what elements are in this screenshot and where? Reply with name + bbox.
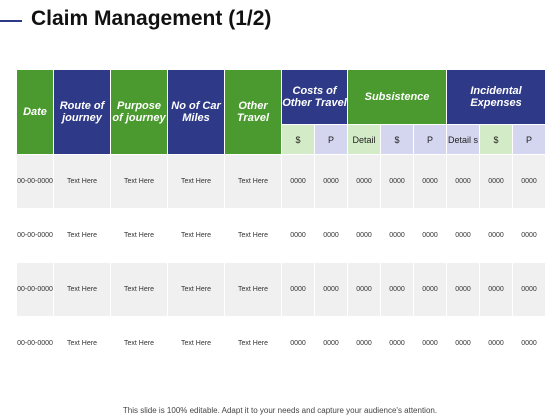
value-cell: 0000 — [479, 262, 514, 317]
title-accent-line — [0, 20, 22, 22]
subheader-p: P — [512, 124, 547, 155]
value-cell: 0000 — [479, 154, 514, 209]
header-costs-other-travel: Costs of Other Travel — [280, 69, 349, 125]
header-car-miles: No of Car Miles — [167, 69, 225, 155]
subheader-details: Detail s — [446, 124, 481, 155]
value-cell: 0000 — [413, 208, 448, 263]
value-cell: 0000 — [446, 208, 481, 263]
other-travel-cell: Text Here — [224, 208, 282, 263]
other-travel-cell: Text Here — [224, 262, 282, 317]
purpose-cell: Text Here — [110, 262, 168, 317]
date-cell: 00-00-0000 — [16, 262, 54, 317]
date-cell: 00-00-0000 — [16, 154, 54, 209]
value-cell: 0000 — [512, 316, 547, 371]
value-cell: 0000 — [413, 316, 448, 371]
value-cell: 0000 — [347, 154, 382, 209]
value-cell: 0000 — [313, 154, 349, 209]
value-cell: 0000 — [380, 154, 415, 209]
header-other-travel: Other Travel — [224, 69, 282, 155]
route-cell: Text Here — [53, 316, 111, 371]
table-row: 00-00-0000 Text Here Text Here Text Here… — [16, 154, 547, 209]
route-cell: Text Here — [53, 208, 111, 263]
miles-cell: Text Here — [167, 316, 225, 371]
header-purpose: Purpose of journey — [110, 69, 168, 155]
purpose-cell: Text Here — [110, 208, 168, 263]
miles-cell: Text Here — [167, 262, 225, 317]
value-cell: 0000 — [313, 208, 349, 263]
value-cell: 0000 — [313, 316, 349, 371]
value-cell: 0000 — [512, 262, 547, 317]
claims-table: Date Route of journey Purpose of journey… — [16, 69, 547, 371]
value-cell: 0000 — [281, 154, 315, 209]
page-title: Claim Management (1/2) — [31, 7, 272, 30]
value-cell: 0000 — [380, 316, 415, 371]
purpose-cell: Text Here — [110, 154, 168, 209]
date-cell: 00-00-0000 — [16, 208, 54, 263]
subheader-detail: Detail — [347, 124, 382, 155]
other-travel-cell: Text Here — [224, 154, 282, 209]
value-cell: 0000 — [512, 208, 547, 263]
value-cell: 0000 — [512, 154, 547, 209]
subheader-dollar: $ — [479, 124, 514, 155]
table-row: 00-00-0000 Text Here Text Here Text Here… — [16, 316, 547, 371]
value-cell: 0000 — [281, 208, 315, 263]
footer-note: This slide is 100% editable. Adapt it to… — [122, 406, 438, 415]
value-cell: 0000 — [281, 316, 315, 371]
value-cell: 0000 — [347, 316, 382, 371]
value-cell: 0000 — [380, 262, 415, 317]
miles-cell: Text Here — [167, 208, 225, 263]
value-cell: 0000 — [413, 262, 448, 317]
value-cell: 0000 — [446, 262, 481, 317]
subheader-p: P — [413, 124, 448, 155]
subheader-dollar: $ — [281, 124, 315, 155]
subheader-p: P — [313, 124, 349, 155]
header-date: Date — [16, 69, 54, 155]
value-cell: 0000 — [347, 262, 382, 317]
value-cell: 0000 — [479, 316, 514, 371]
date-cell: 00-00-0000 — [16, 316, 54, 371]
value-cell: 0000 — [281, 262, 315, 317]
value-cell: 0000 — [313, 262, 349, 317]
value-cell: 0000 — [380, 208, 415, 263]
value-cell: 0000 — [479, 208, 514, 263]
header-subsistence: Subsistence — [347, 69, 448, 125]
subheader-dollar: $ — [380, 124, 415, 155]
value-cell: 0000 — [446, 154, 481, 209]
route-cell: Text Here — [53, 262, 111, 317]
table-row: 00-00-0000 Text Here Text Here Text Here… — [16, 262, 547, 317]
value-cell: 0000 — [347, 208, 382, 263]
purpose-cell: Text Here — [110, 316, 168, 371]
value-cell: 0000 — [413, 154, 448, 209]
table-row: 00-00-0000 Text Here Text Here Text Here… — [16, 208, 547, 263]
value-cell: 0000 — [446, 316, 481, 371]
header-route: Route of journey — [53, 69, 111, 155]
header-incidental: Incidental Expenses — [446, 69, 547, 125]
other-travel-cell: Text Here — [224, 316, 282, 371]
route-cell: Text Here — [53, 154, 111, 209]
miles-cell: Text Here — [167, 154, 225, 209]
